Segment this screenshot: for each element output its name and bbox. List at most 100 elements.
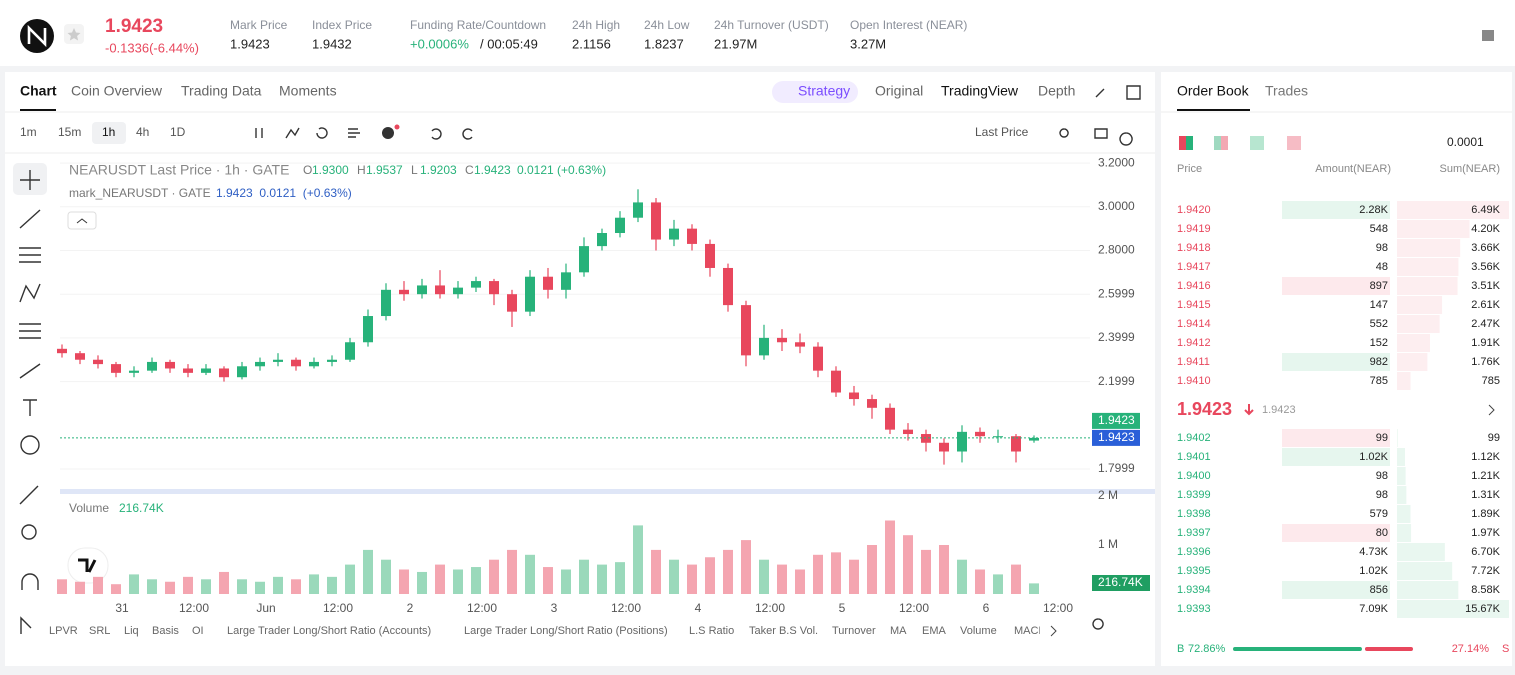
indicator-add[interactable] — [382, 127, 394, 139]
ob-price[interactable]: 1.9418 — [1177, 242, 1211, 254]
ob-price[interactable]: 1.9417 — [1177, 261, 1211, 273]
ob-price[interactable]: 1.9394 — [1177, 584, 1211, 596]
emoji-tool[interactable] — [20, 435, 40, 455]
ob-sum: 1.12K — [1471, 451, 1500, 463]
ob-price[interactable]: 1.9415 — [1177, 299, 1211, 311]
ob-price[interactable]: 1.9420 — [1177, 204, 1211, 216]
volume-bar — [111, 584, 121, 594]
ob-price[interactable]: 1.9416 — [1177, 280, 1211, 292]
volume-tag-label: 216.74K — [1098, 575, 1143, 589]
volume-bar — [813, 554, 823, 594]
indicator-tab[interactable]: Liq — [124, 625, 139, 637]
zoom-tool[interactable] — [21, 524, 37, 540]
brush-tool[interactable] — [19, 363, 41, 379]
ob-price[interactable]: 1.9402 — [1177, 432, 1211, 444]
toolbar-icons[interactable] — [255, 85, 1141, 630]
view-tab[interactable]: Original — [875, 83, 923, 99]
ob-price[interactable]: 1.9398 — [1177, 508, 1211, 520]
pattern-tool[interactable] — [19, 283, 41, 303]
tab[interactable]: Coin Overview — [71, 83, 163, 99]
ob-amount: 785 — [1370, 375, 1388, 387]
precision[interactable]: 0.0001 — [1447, 135, 1484, 149]
tab[interactable]: Chart — [20, 83, 57, 99]
ob-price[interactable]: 1.9400 — [1177, 470, 1211, 482]
interval[interactable]: 1h — [102, 125, 115, 139]
interval[interactable]: 1m — [20, 125, 37, 139]
ob-price[interactable]: 1.9401 — [1177, 451, 1211, 463]
mark-price-tag — [1092, 429, 1140, 446]
indicator-tab[interactable]: LPVR — [49, 625, 78, 637]
volume-bar — [633, 525, 643, 594]
indicator-tab[interactable]: L.S Ratio — [689, 625, 734, 637]
ohlc-value: 1.9300 — [312, 163, 349, 177]
mid-chevron[interactable] — [1488, 404, 1495, 416]
ob-tab[interactable]: Trades — [1265, 83, 1308, 99]
indicator-tab[interactable]: Volume — [960, 625, 997, 637]
collapse-button[interactable] — [67, 211, 97, 230]
layout-icon[interactable] — [1214, 136, 1221, 150]
layout-icon[interactable] — [1186, 136, 1193, 150]
ob-price[interactable]: 1.9399 — [1177, 489, 1211, 501]
magnet-tool[interactable] — [21, 573, 39, 590]
layout-icon[interactable] — [1179, 136, 1186, 150]
ob-price[interactable]: 1.9412 — [1177, 337, 1211, 349]
candle-body — [813, 346, 823, 371]
indicator-tab[interactable]: EMA — [922, 625, 947, 637]
volume-tag — [1092, 575, 1150, 591]
ob-tab[interactable]: Order Book — [1177, 83, 1250, 99]
view-tab[interactable]: Depth — [1038, 83, 1075, 99]
indicator-tab[interactable]: Basis — [152, 625, 179, 637]
candle-body — [147, 361, 157, 371]
view-tab[interactable]: Strategy — [798, 83, 850, 99]
tab[interactable]: Moments — [279, 83, 337, 99]
layout-icon[interactable] — [1250, 136, 1264, 150]
candle-body — [165, 361, 175, 369]
volume-bar — [75, 581, 85, 594]
stat-label: Mark Price — [230, 18, 288, 32]
tab[interactable]: Trading Data — [181, 83, 262, 99]
volume-value: 216.74K — [119, 501, 164, 515]
mark-title: mark_NEARUSDT · GATE — [69, 186, 211, 200]
indicator-tab[interactable]: Large Trader Long/Short Ratio (Positions… — [464, 625, 668, 637]
interval[interactable]: 15m — [58, 125, 81, 139]
book-icon[interactable] — [1482, 30, 1494, 41]
indicator-tab[interactable]: MA — [890, 625, 907, 637]
ob-price[interactable]: 1.9395 — [1177, 565, 1211, 577]
indicator-tab[interactable]: Turnover — [832, 625, 876, 637]
ob-price[interactable]: 1.9397 — [1177, 527, 1211, 539]
strategy-pill[interactable] — [772, 81, 858, 103]
ob-price[interactable]: 1.9393 — [1177, 603, 1211, 615]
layout-icon[interactable] — [1221, 136, 1228, 150]
depth-bar — [1397, 581, 1459, 599]
indicator-tab[interactable]: Taker B.S Vol. — [749, 625, 818, 637]
ob-price[interactable]: 1.9419 — [1177, 223, 1211, 235]
candle-body — [399, 289, 409, 295]
indicator-tab[interactable]: OI — [192, 625, 204, 637]
stat-value: 1.8237 — [644, 36, 684, 51]
indicator-tab[interactable]: SRL — [89, 625, 110, 637]
depth-bar — [1397, 258, 1459, 276]
layout-icon[interactable] — [1287, 136, 1301, 150]
edit-tool[interactable] — [20, 616, 32, 634]
fib-tool[interactable] — [19, 323, 41, 339]
interval[interactable]: 1D — [170, 125, 186, 139]
channel-tool[interactable] — [19, 247, 41, 263]
candle-body — [273, 359, 283, 362]
ob-price[interactable]: 1.9414 — [1177, 318, 1211, 330]
text-tool[interactable] — [23, 399, 37, 416]
ruler-tool[interactable] — [19, 485, 39, 505]
view-tab[interactable]: TradingView — [941, 83, 1019, 99]
ob-price[interactable]: 1.9411 — [1177, 356, 1210, 368]
indicator-tab[interactable]: Large Trader Long/Short Ratio (Accounts) — [227, 625, 431, 637]
ob-price[interactable]: 1.9396 — [1177, 546, 1211, 558]
indicator-tab[interactable]: MACD — [1014, 625, 1046, 637]
trendline-tool[interactable] — [19, 209, 41, 229]
interval[interactable]: 4h — [136, 125, 149, 139]
ohlc-value: 1.9537 — [366, 163, 403, 177]
ob-amount: 4.73K — [1359, 546, 1388, 558]
crosshair-tool[interactable] — [20, 170, 40, 190]
price-type[interactable]: Last Price — [975, 125, 1029, 139]
ob-price[interactable]: 1.9410 — [1177, 375, 1211, 387]
sell-bar — [1364, 647, 1413, 651]
indicator-next[interactable] — [1050, 625, 1057, 637]
